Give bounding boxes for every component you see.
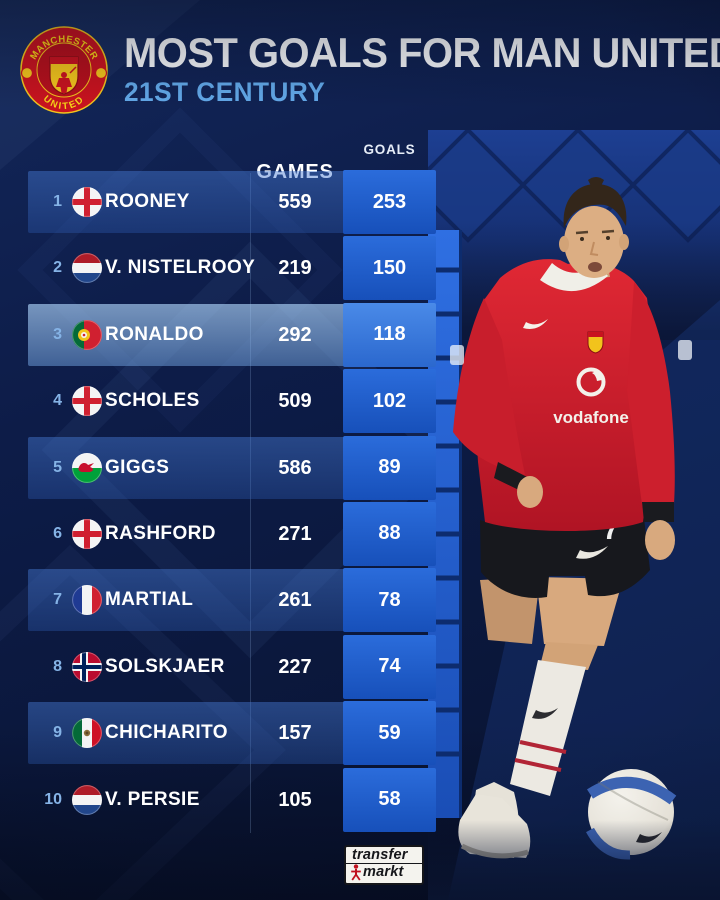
player-name: RASHFORD — [105, 522, 216, 544]
table-row: 6 RASHFORD 271 88 — [28, 501, 436, 566]
goals-value-box: 78 — [343, 568, 436, 633]
ranking-table: 1 ROONEY 559 253 2 V. NISTELROOY 219 150 — [28, 170, 436, 835]
table-row: 7 MARTIAL 261 78 — [28, 568, 436, 633]
player-name: CHICHARITO — [105, 722, 228, 744]
goals-value-box: 118 — [343, 302, 436, 367]
club-crest-small — [587, 331, 604, 354]
rank-label: 2 — [53, 259, 62, 277]
flag-france-icon — [72, 585, 102, 616]
flag-england-icon — [72, 386, 102, 417]
rank-label: 5 — [53, 458, 62, 476]
transfermarkt-logo-bottom: markt — [346, 864, 422, 881]
table-row: 8 SOLSKJAER 227 74 — [28, 634, 436, 699]
player-name: SCHOLES — [105, 390, 200, 412]
player-name: GIGGS — [105, 456, 170, 478]
crest-ball-left — [20, 66, 34, 80]
table-row: 2 V. NISTELROOY 219 150 — [28, 236, 436, 301]
page-subtitle: 21ST CENTURY — [124, 77, 326, 107]
flag-portugal-icon — [72, 319, 102, 350]
premier-league-badge — [678, 340, 692, 360]
rank-label: 10 — [44, 790, 62, 808]
transfermarkt-figure-icon — [351, 864, 361, 881]
flag-netherlands-icon — [72, 253, 102, 284]
goals-value-box: 102 — [343, 369, 436, 434]
flag-norway-icon — [72, 651, 102, 682]
flag-netherlands-icon — [72, 784, 102, 815]
table-row: 9 CHICHARITO 157 59 — [28, 701, 436, 766]
table-row: 1 ROONEY 559 253 — [28, 170, 436, 234]
transfermarkt-logo-top: transfer — [346, 847, 422, 864]
player-name: V. PERSIE — [105, 788, 200, 810]
flag-wales-icon — [72, 452, 102, 483]
ronaldo-photo: 7 — [428, 130, 720, 900]
crest-shield — [49, 56, 79, 95]
table-row-highlighted: 3 RONALDO 292 118 — [28, 302, 436, 367]
rank-label: 4 — [53, 392, 62, 410]
transfermarkt-logo: transfer markt — [344, 845, 424, 885]
flag-england-icon — [72, 518, 102, 549]
player-name: RONALDO — [105, 323, 204, 345]
goals-value-box: 58 — [343, 767, 436, 832]
goals-value-box: 253 — [343, 170, 436, 234]
player-name: MARTIAL — [105, 589, 194, 611]
transfermarkt-logo-bottom-text: markt — [363, 864, 404, 880]
column-header-goals: GOALS — [363, 142, 416, 157]
rank-label: 1 — [53, 193, 62, 210]
goals-value-box: 150 — [343, 236, 436, 301]
rank-label: 7 — [53, 591, 62, 609]
goals-value-box: 88 — [343, 501, 436, 566]
player-name: SOLSKJAER — [105, 655, 225, 677]
goals-value-box: 89 — [343, 435, 436, 500]
crest-ball-right — [94, 66, 108, 80]
mouth — [588, 262, 602, 272]
page-title: MOST GOALS FOR MAN UNITED — [124, 29, 720, 76]
flag-england-icon — [72, 187, 102, 217]
table-row: 10 V. PERSIE 105 58 — [28, 767, 436, 832]
rank-label: 3 — [53, 325, 62, 343]
jersey-sponsor-text: vodafone — [553, 408, 629, 427]
man-united-crest: MANCHESTER UNITED — [20, 26, 108, 114]
rank-label: 8 — [53, 657, 62, 675]
player-name: ROONEY — [105, 191, 190, 212]
right-hand — [645, 520, 675, 560]
table-row: 5 GIGGS 586 89 — [28, 435, 436, 500]
rank-label: 9 — [53, 724, 62, 742]
left-hand — [517, 476, 543, 508]
table-row: 4 SCHOLES 509 102 — [28, 369, 436, 434]
goals-value-box: 59 — [343, 701, 436, 766]
goals-value-box: 74 — [343, 634, 436, 699]
rank-label: 6 — [53, 524, 62, 542]
premier-league-badge — [450, 345, 464, 365]
flag-mexico-icon — [72, 718, 102, 749]
